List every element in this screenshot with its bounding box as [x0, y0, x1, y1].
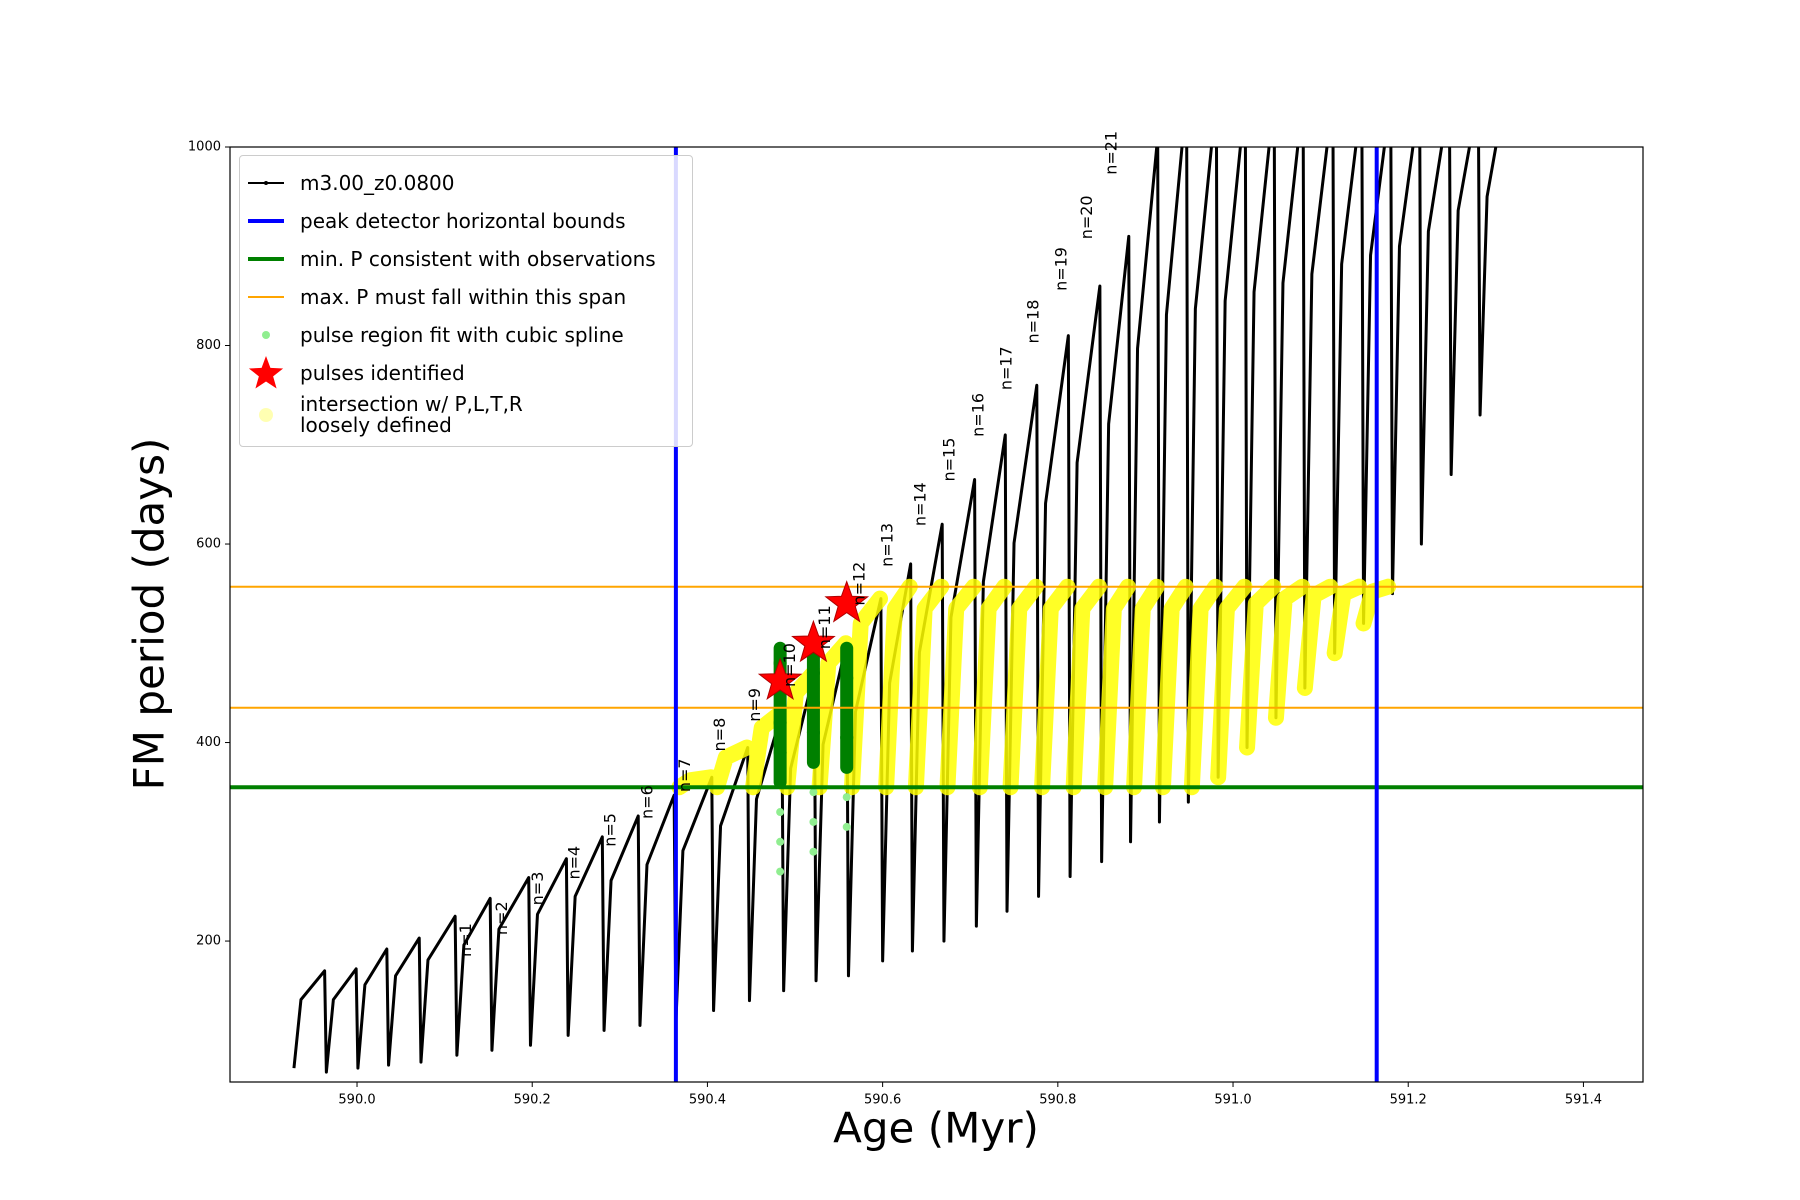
legend-marker [259, 408, 273, 422]
legend-marker [248, 296, 284, 298]
pulse-point [807, 696, 820, 709]
x-tick-label: 591.2 [1390, 1093, 1427, 1108]
cycle-label: n=11 [815, 605, 834, 649]
legend-label: pulse region fit with cubic spline [300, 322, 624, 347]
y-tick-label: 400 [196, 735, 221, 750]
cycle-label: n=5 [601, 813, 620, 847]
pulse-point [776, 867, 785, 876]
cycle-label: n=18 [1024, 300, 1043, 344]
cycle-label: n=4 [565, 846, 584, 880]
cycle-label: n=14 [911, 482, 930, 526]
cycle-label: n=12 [849, 562, 868, 606]
legend-entry: pulses identified [240, 356, 692, 390]
x-axis-label: Age (Myr) [833, 1104, 1039, 1153]
x-tick-label: 590.4 [689, 1093, 726, 1108]
y-tick-label: 200 [196, 934, 221, 949]
legend-marker [248, 219, 284, 223]
legend-marker-part [248, 356, 284, 389]
pulse-star [791, 619, 836, 663]
plot-frame [229, 146, 1644, 1083]
legend-marker [262, 331, 270, 339]
pulse-point [840, 731, 853, 744]
pulse-point [807, 667, 820, 680]
pulse-point [840, 672, 853, 685]
legend-entry: intersection w/ P,L,T,R loosely defined [240, 394, 692, 436]
pulse-point [842, 793, 851, 802]
legend-marker-part [264, 181, 268, 185]
pulse-point [840, 642, 853, 655]
legend-label: min. P consistent with observations [300, 246, 656, 271]
pulse-point [776, 808, 785, 817]
pulse-point [809, 847, 818, 856]
cycle-label: n=10 [780, 643, 799, 687]
pulse-point [840, 761, 853, 774]
legend-label: pulses identified [300, 360, 465, 385]
cycle-label: n=16 [968, 393, 987, 437]
pulse-point [807, 756, 820, 769]
cycle-label: n=3 [528, 872, 547, 906]
pulse-star [757, 657, 803, 700]
pulse-point [809, 788, 818, 797]
cycle-label: n=19 [1052, 247, 1071, 291]
x-tick-label: 590.6 [864, 1093, 901, 1108]
cycle-label: n=6 [637, 785, 656, 819]
x-tick-label: 590.2 [514, 1093, 551, 1108]
cycle-label: n=2 [492, 901, 511, 935]
pulse-point [809, 817, 818, 826]
x-tick-label: 590.0 [338, 1093, 375, 1108]
legend-marker [248, 257, 284, 261]
y-axis-label: FM period (days) [125, 438, 174, 791]
cycle-label: n=21 [1102, 131, 1121, 175]
legend-marker-part [262, 331, 270, 339]
cycle-label: n=17 [997, 346, 1016, 390]
pulse-point [807, 726, 820, 739]
pulse-point [774, 642, 787, 655]
y-tick-label: 600 [196, 537, 221, 552]
cycle-label: n=20 [1077, 195, 1096, 239]
pulse-point [776, 837, 785, 846]
legend-entry: max. P must fall within this span [240, 280, 692, 314]
plot-layer [230, 147, 1643, 1082]
legend-entry: pulse region fit with cubic spline [240, 318, 692, 352]
x-tick-label: 591.0 [1214, 1093, 1251, 1108]
legend-label: intersection w/ P,L,T,R loosely defined [300, 392, 523, 437]
cycle-label: n=7 [675, 758, 694, 792]
cycle-label: n=15 [940, 438, 959, 482]
pulse-point [774, 746, 787, 759]
pulse-point [774, 716, 787, 729]
cycle-label: n=8 [710, 718, 729, 752]
x-tick-label: 590.8 [1039, 1093, 1076, 1108]
cycle-label: n=9 [745, 688, 764, 722]
legend-entry: peak detector horizontal bounds [240, 204, 692, 238]
x-tick-label: 591.4 [1565, 1093, 1602, 1108]
y-tick-label: 1000 [188, 140, 221, 155]
pulse-point [842, 822, 851, 831]
pulse-star [824, 580, 870, 623]
legend-entry: m3.00_z0.0800 [240, 166, 692, 200]
legend-label: max. P must fall within this span [300, 284, 627, 309]
legend-marker [248, 356, 284, 389]
cycle-label: n=1 [456, 923, 475, 957]
legend-label: peak detector horizontal bounds [300, 208, 626, 233]
y-tick-label: 800 [196, 338, 221, 353]
legend-label: m3.00_z0.0800 [300, 170, 455, 195]
legend-marker-part [259, 408, 273, 422]
legend-entry: min. P consistent with observations [240, 242, 692, 276]
legend-marker [248, 181, 284, 185]
cycle-label: n=13 [877, 523, 896, 567]
intersection-band [671, 578, 1397, 796]
